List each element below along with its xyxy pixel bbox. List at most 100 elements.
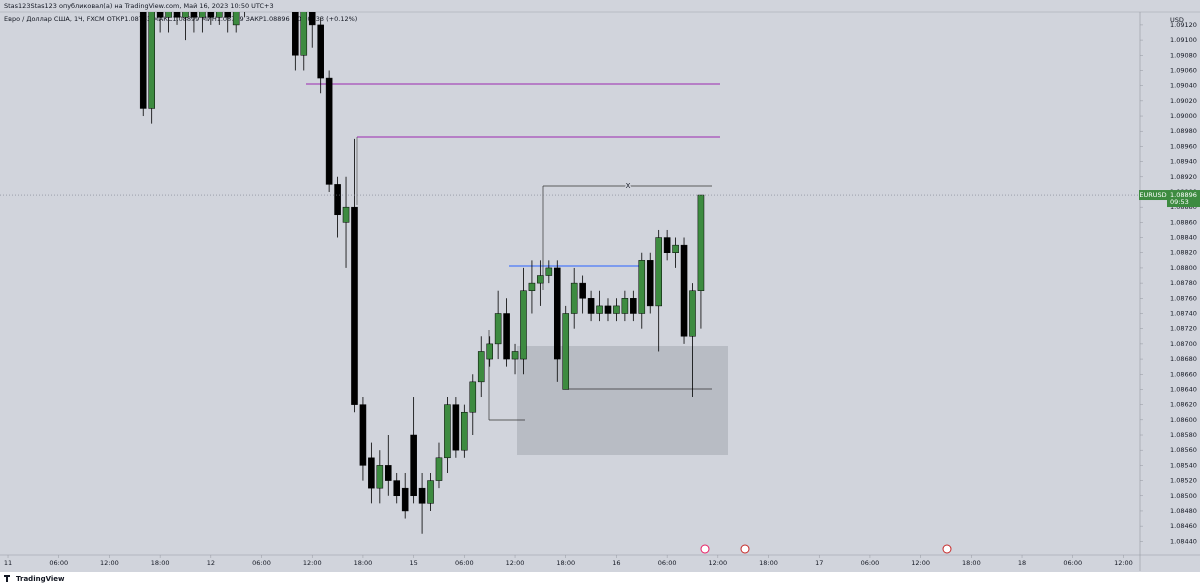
footer-bar [0,572,1200,587]
drawings: X [306,83,728,455]
y-tick-label: 1.08520 [1170,477,1197,485]
candle-body [486,343,493,360]
y-tick-label: 1.08460 [1170,522,1197,530]
y-tick-label: 1.08840 [1170,234,1197,242]
candle-body [148,12,155,109]
x-tick-label: 18:00 [962,559,981,567]
candle-body [342,206,350,223]
annotation: X [626,182,631,190]
candle-body [570,282,578,314]
candle-body [630,298,637,314]
candle-body [545,267,553,276]
candle-body [452,404,460,451]
y-tick-label: 1.08660 [1170,370,1197,378]
y-tick-label: 1.09000 [1170,112,1197,120]
candle-body [587,298,595,314]
y-tick-label: 1.08780 [1170,279,1197,287]
y-tick-label: 1.08580 [1170,431,1197,439]
y-tick-label: 1.08920 [1170,173,1197,181]
y-tick-label: 1.08620 [1170,401,1197,409]
y-tick-label: 1.08500 [1170,492,1197,500]
x-tick-label: 12:00 [911,559,930,567]
y-tick-label: 1.08640 [1170,385,1197,393]
candle-body [697,194,705,291]
y-tick-label: 1.08880 [1170,203,1197,211]
x-tick-label: 11 [4,559,12,567]
candle-body [156,12,164,18]
x-tick-label: 18 [1018,559,1026,567]
y-tick-label: 1.09020 [1170,97,1197,105]
y-tick-label: 1.09120 [1170,21,1197,29]
candle-body [308,12,316,26]
header: Stas123Stas123 опубликовал(а) на Trading… [4,2,274,10]
x-tick-label: 12:00 [303,559,322,567]
candle-body [528,282,536,291]
candle-body [604,305,612,314]
candle-body [435,457,443,481]
y-tick-label: 1.09060 [1170,66,1197,74]
y-tick-label: 1.09100 [1170,36,1197,44]
y-tick-label: 1.08960 [1170,142,1197,150]
y-tick-label: 1.08680 [1170,355,1197,363]
candle-body [537,275,544,284]
candle-body [292,12,299,56]
candle-body [689,290,696,337]
y-tick-label: 1.08800 [1170,264,1197,272]
price-tag [1167,190,1200,208]
candle-body [351,206,358,405]
y-tick-label: 1.08760 [1170,294,1197,302]
y-tick-label: 1.08940 [1170,158,1197,166]
candle-body [410,434,417,497]
logo-icon [4,575,10,582]
x-tick-label: 12:00 [100,559,119,567]
candle-body [190,12,198,18]
candle-body [511,351,519,360]
y-tick-label: 1.08740 [1170,309,1197,317]
y-tick-label: 1.08720 [1170,325,1197,333]
candle-body [359,404,367,466]
event-icon[interactable] [942,544,952,554]
y-tick-label: 1.08820 [1170,249,1197,257]
candle-body [672,244,679,253]
y-tick-label: 1.08980 [1170,127,1197,135]
candle-body [562,313,570,390]
candle-body [621,298,629,314]
x-tick-label: 12:00 [506,559,525,567]
x-tick-label: 06:00 [861,559,880,567]
candle-body [215,12,223,18]
x-tick-label: 18:00 [556,559,575,567]
y-tick-label: 1.08600 [1170,416,1197,424]
candle-body [368,457,375,489]
x-tick-label: 18:00 [354,559,373,567]
x-tick-label: 06:00 [1063,559,1082,567]
x-tick-label: 06:00 [455,559,474,567]
x-tick-label: 06:00 [49,559,68,567]
y-tick-label: 1.08560 [1170,446,1197,454]
footer-logo: TradingView [16,575,65,583]
event-icon[interactable] [700,544,710,554]
candle-body [224,12,232,18]
candle-body [207,12,215,18]
x-tick-label: 12 [207,559,215,567]
candle-body [613,305,620,314]
candle-body [139,12,147,109]
y-tick-label: 1.08480 [1170,507,1197,515]
y-tick-label: 1.09040 [1170,82,1197,90]
candle-body [444,404,451,459]
x-tick-label: 15 [409,559,417,567]
candle-body [494,313,502,345]
x-tick-label: 17 [815,559,823,567]
event-icons [700,544,952,554]
zone-box [517,346,728,455]
candle-body [503,313,510,360]
y-tick-label: 1.09080 [1170,51,1197,59]
candle-body [646,260,654,307]
candle-body [334,184,341,216]
candle-body [579,282,586,299]
candles [139,12,705,534]
event-icon[interactable] [740,544,750,554]
candle-body [477,351,485,383]
candle-body [418,487,426,504]
